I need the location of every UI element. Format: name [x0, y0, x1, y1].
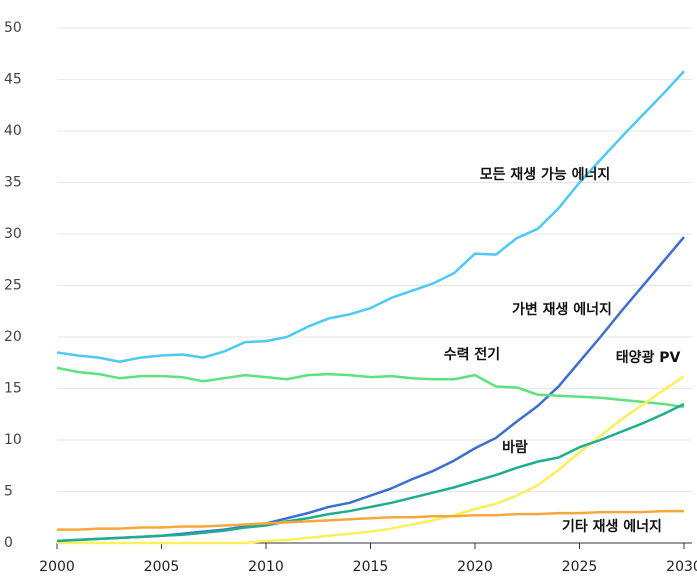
x-tick-label: 2000: [39, 559, 75, 575]
series-line: [57, 375, 685, 545]
series-label: 기타 재생 에너지: [562, 519, 662, 535]
series-label: 모든 재생 가능 에너지: [480, 167, 611, 183]
x-tick-label: 2005: [144, 559, 180, 575]
y-tick-label: 45: [4, 72, 22, 88]
y-tick-label: 35: [4, 175, 22, 191]
x-tick-label: 2010: [248, 559, 284, 575]
y-tick-label: 25: [4, 278, 22, 294]
x-tick-label: 2025: [562, 559, 598, 575]
series-label: 태양광 PV: [616, 349, 681, 366]
series-line: [56, 366, 685, 409]
y-tick-label: 0: [4, 535, 13, 551]
series-line: [57, 509, 684, 531]
series-label: 바람: [502, 440, 528, 456]
y-tick-label: 15: [4, 381, 22, 397]
y-tick-label: 5: [4, 484, 13, 500]
x-tick-label: 2020: [457, 559, 493, 575]
series-line: [56, 236, 685, 543]
x-tick-label: 2015: [353, 559, 389, 575]
y-tick-label: 50: [4, 20, 22, 36]
series-line: [56, 70, 685, 363]
x-tick-label: 2030: [666, 559, 697, 575]
series-line: [56, 402, 685, 543]
series-label: 수력 전기: [444, 346, 500, 363]
y-tick-label: 20: [4, 329, 22, 345]
y-tick-label: 30: [4, 226, 22, 242]
y-tick-label: 40: [4, 123, 22, 139]
series-label: 가변 재생 에너지: [512, 302, 612, 318]
y-tick-label: 10: [4, 432, 22, 448]
